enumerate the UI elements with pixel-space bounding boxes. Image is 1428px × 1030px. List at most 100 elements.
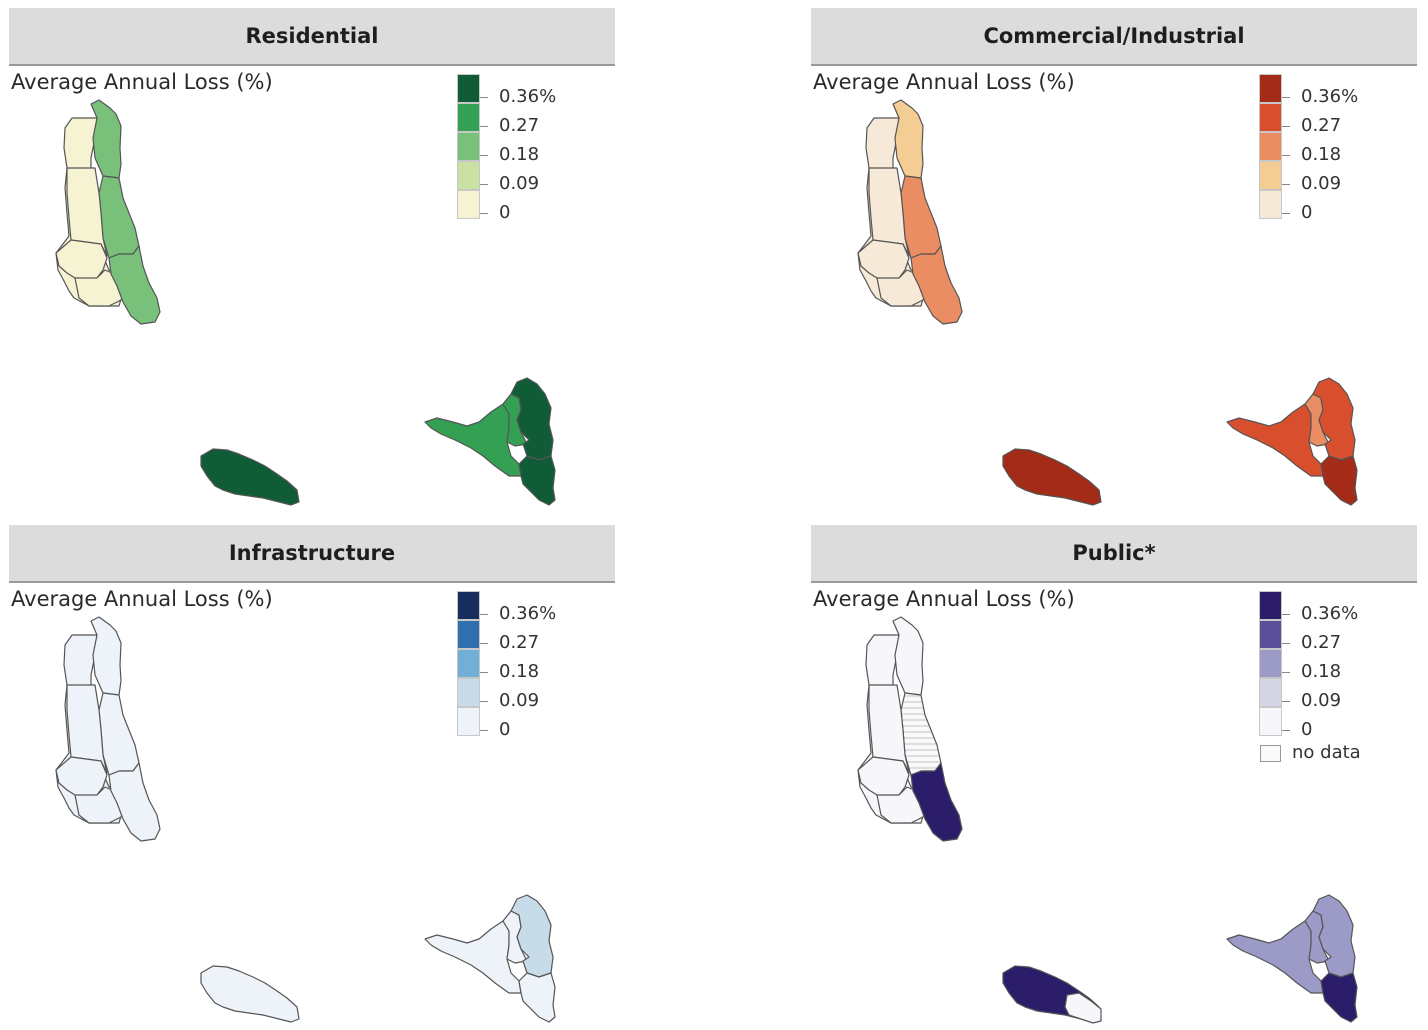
legend-swatch xyxy=(1259,74,1282,103)
legend-label: 0.36% xyxy=(1301,603,1359,624)
map-subtitle: Average Annual Loss (%) xyxy=(813,70,1075,94)
legend-tick xyxy=(480,614,488,615)
legend-label: 0.18 xyxy=(1301,661,1342,682)
legend-tick xyxy=(1282,155,1290,156)
no-data-swatch xyxy=(1260,745,1281,762)
legend-tick xyxy=(1282,643,1290,644)
legend-swatch xyxy=(457,591,480,620)
legend-label: 0.18 xyxy=(499,144,540,165)
legend-swatch xyxy=(1259,103,1282,132)
legend-label: 0.27 xyxy=(1301,115,1342,136)
legend-swatch xyxy=(1259,649,1282,678)
legend-swatch xyxy=(1259,678,1282,707)
legend-label: 0.36% xyxy=(1301,86,1359,107)
region-moheli xyxy=(200,448,300,506)
legend-tick xyxy=(480,213,488,214)
legend-swatch xyxy=(457,132,480,161)
region-gc-ne xyxy=(90,99,122,179)
legend-swatch xyxy=(1259,132,1282,161)
map-subtitle: Average Annual Loss (%) xyxy=(11,587,273,611)
region-anj-ne xyxy=(510,894,554,978)
legend-swatch xyxy=(457,161,480,190)
legend-swatch xyxy=(1259,161,1282,190)
commercial-industrial-panel: Commercial/Industrial Average Annual Loss… xyxy=(811,8,1417,513)
map-subtitle: Average Annual Loss (%) xyxy=(813,587,1075,611)
legend-tick xyxy=(1282,126,1290,127)
legend-swatch xyxy=(1259,620,1282,649)
legend-tick xyxy=(480,184,488,185)
no-data-label: no data xyxy=(1292,742,1361,763)
region-anj-w xyxy=(1226,920,1324,994)
legend-tick xyxy=(1282,213,1290,214)
region-map xyxy=(55,99,556,506)
legend-tick xyxy=(480,701,488,702)
region-gc-ne xyxy=(892,99,924,179)
legend-label: 0.18 xyxy=(499,661,540,682)
region-gc-mid xyxy=(66,684,108,774)
legend-swatch xyxy=(1259,707,1282,736)
region-anj-se xyxy=(1320,972,1358,1023)
legend-label: 0 xyxy=(1301,719,1313,740)
legend-label: 0.36% xyxy=(499,86,557,107)
region-gc-ne xyxy=(892,616,924,696)
region-anj-se xyxy=(518,455,556,506)
legend-label: 0.27 xyxy=(1301,632,1342,653)
region-moheli-e xyxy=(1064,992,1102,1024)
region-gc-se xyxy=(108,762,161,842)
public-panel: Public* Average Annual Loss (%) 0.36% 0.27 0… xyxy=(811,525,1417,1030)
legend-label: 0.27 xyxy=(499,115,540,136)
legend-label: 0 xyxy=(1301,202,1313,223)
region-anj-ne xyxy=(510,377,554,461)
legend-tick xyxy=(480,730,488,731)
legend-swatch xyxy=(457,103,480,132)
legend-tick xyxy=(480,672,488,673)
region-anj-ne xyxy=(1312,894,1356,978)
legend-label: 0.09 xyxy=(499,690,540,711)
region-anj-se xyxy=(1320,455,1358,506)
region-gc-ne xyxy=(90,616,122,696)
legend-label: 0.18 xyxy=(1301,144,1342,165)
legend-label: 0.09 xyxy=(1301,173,1342,194)
map-subtitle: Average Annual Loss (%) xyxy=(11,70,273,94)
region-gc-mid xyxy=(66,167,108,257)
legend-label: 0.09 xyxy=(499,173,540,194)
legend-tick xyxy=(1282,730,1290,731)
region-map xyxy=(857,616,1358,1024)
panel-title: Public* xyxy=(811,525,1417,583)
region-moheli xyxy=(200,965,300,1023)
residential-panel: Residential Average Annual Loss (%) 0.36% 0… xyxy=(9,8,615,513)
legend-tick xyxy=(1282,97,1290,98)
legend-label: 0.27 xyxy=(499,632,540,653)
legend-tick xyxy=(1282,672,1290,673)
region-moheli xyxy=(1002,448,1102,506)
region-gc-se xyxy=(910,245,963,325)
legend-swatch xyxy=(457,74,480,103)
legend-tick xyxy=(480,155,488,156)
region-anj-ne xyxy=(1312,377,1356,461)
legend-tick xyxy=(1282,184,1290,185)
legend-swatch xyxy=(457,190,480,219)
legend-swatch xyxy=(1259,591,1282,620)
legend-tick xyxy=(480,643,488,644)
region-gc-mid xyxy=(868,684,910,774)
legend-swatch xyxy=(457,707,480,736)
legend-tick xyxy=(1282,701,1290,702)
panel-title: Residential xyxy=(9,8,615,66)
legend-tick xyxy=(480,126,488,127)
legend-swatch xyxy=(457,620,480,649)
region-map xyxy=(857,99,1358,506)
legend-label: 0.36% xyxy=(499,603,557,624)
legend-label: 0 xyxy=(499,719,511,740)
legend-swatch xyxy=(457,649,480,678)
legend-label: 0.09 xyxy=(1301,690,1342,711)
infrastructure-panel: Infrastructure Average Annual Loss (%) 0.3… xyxy=(9,525,615,1030)
legend-tick xyxy=(1282,614,1290,615)
legend-swatch xyxy=(457,678,480,707)
region-anj-w xyxy=(424,403,522,477)
panel-title: Commercial/Industrial xyxy=(811,8,1417,66)
region-gc-se xyxy=(108,245,161,325)
region-anj-w xyxy=(1226,403,1324,477)
region-gc-mid xyxy=(868,167,910,257)
panel-title: Infrastructure xyxy=(9,525,615,583)
legend-tick xyxy=(480,97,488,98)
